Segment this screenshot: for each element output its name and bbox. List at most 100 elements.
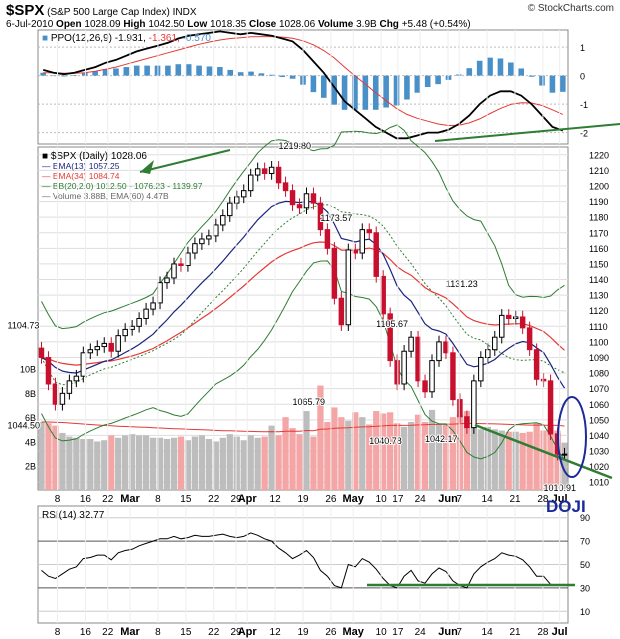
candle-body [108, 342, 114, 352]
price-trendline [474, 423, 613, 480]
candle-body [289, 190, 296, 206]
candle-body [213, 224, 219, 237]
price-tick-label: 1020 [589, 462, 609, 472]
candle-body [394, 360, 400, 385]
candle-body [164, 277, 170, 284]
open-value: 1028.09 [84, 19, 121, 30]
volume-bar [212, 441, 219, 490]
x-tick-label: 12 [270, 494, 282, 505]
candle-body [185, 252, 191, 266]
x-tick-label: Mar [120, 493, 140, 505]
x-tick-label: May [343, 626, 365, 638]
volume-bar [170, 437, 178, 490]
price-tick-label: 1050 [589, 415, 609, 425]
volume-bar [394, 423, 401, 490]
price-tick-label: 1110 [589, 322, 608, 332]
ppo-histogram-bar [560, 75, 566, 92]
ppo-histogram-bar [518, 68, 525, 76]
x-tick-label: 17 [392, 494, 404, 505]
candle-body [129, 325, 135, 330]
volume-bar [142, 435, 150, 490]
candle-body [227, 202, 233, 217]
volume-bar [52, 425, 59, 490]
price-legend-item: — EMA(13) 1057.25 [42, 161, 120, 171]
candle-body [192, 243, 198, 254]
price-annotation: 1219.80 [279, 141, 312, 151]
ppo-histogram-bar [476, 60, 483, 76]
price-annotation: 1042.17 [425, 434, 458, 444]
index-name: (S&P 500 Large Cap Index) [47, 7, 170, 18]
candle-body [512, 316, 519, 320]
price-tick-label: 1080 [589, 369, 609, 379]
candle-body [540, 378, 547, 382]
volume-bar [219, 437, 226, 490]
ppo-histogram-bar [248, 71, 254, 76]
candle-body [519, 316, 526, 329]
x-tick-label: 19 [297, 494, 309, 505]
ppo-histogram-bar [393, 75, 400, 106]
ppo-histogram-bar [175, 64, 182, 76]
candle-body [366, 229, 372, 234]
volume-bar [122, 435, 129, 490]
candle-body [526, 327, 533, 351]
x-tick-label: 15 [180, 627, 192, 638]
volume-bar [512, 431, 519, 490]
x-tick-label: 7 [456, 494, 462, 505]
price-tick-label: 1060 [589, 400, 609, 410]
volume-bar [101, 440, 108, 490]
volume-tick-label: 6B [25, 413, 36, 423]
volume-bar [547, 425, 554, 490]
price-annotation: 1044.50 [7, 420, 40, 430]
price-tick-label: 1140 [589, 275, 608, 285]
ppo-histogram-bar [341, 75, 348, 110]
x-tick-label: 22 [208, 627, 220, 638]
candle-body [499, 314, 505, 338]
ppo-legend-part: -0.570 [183, 33, 212, 44]
x-tick-label: 29 [230, 627, 242, 638]
x-tick-label: 7 [456, 627, 462, 638]
volume-tick-label: 10B [20, 365, 36, 375]
x-tick-label: 10 [376, 627, 388, 638]
x-tick-label: 12 [270, 627, 282, 638]
candle-body [150, 302, 156, 310]
volume-tick-label: 2B [25, 462, 36, 472]
volume-bar [407, 422, 415, 490]
candle-body [178, 263, 184, 266]
volume-bar [163, 439, 171, 490]
x-tick-label: Jul [552, 626, 568, 638]
candle-body [59, 392, 66, 405]
ppo-panel: 1 0 -1 -2 ■ PPO(12,26,9) -1.931, -1.361, -0.… [37, 29, 588, 145]
candle-body [415, 336, 421, 382]
volume-bar [463, 411, 471, 490]
volume-bar [94, 441, 101, 490]
volume-bar [435, 424, 443, 490]
x-tick-label: 29 [230, 494, 242, 505]
ppo-histogram-bar [227, 69, 234, 76]
candle-body [387, 313, 393, 362]
x-tick-label: 8 [155, 627, 161, 638]
volume-bar [156, 437, 164, 490]
volume-bar [380, 413, 387, 490]
candle-body [352, 249, 359, 254]
volume-bar [177, 436, 185, 490]
ppo-histogram-bar [81, 72, 88, 76]
ppo-tick-label: -2 [580, 129, 588, 139]
ppo-histogram-bar [383, 75, 389, 108]
price-legend-item: — Volume 3.88B, EMA(60) 4.47B [42, 191, 169, 201]
price-tick-label: 1010 [589, 478, 609, 488]
price-panel: 1220 1210 1200 1190 1180 1170 1160 1150 1140 1130… [6, 124, 609, 494]
volume-bar [87, 439, 94, 490]
ppo-histogram-bar [258, 73, 265, 76]
candle-body [45, 356, 52, 385]
candle-body [408, 336, 414, 352]
volume-bar [331, 407, 338, 490]
ppo-histogram-bar [289, 75, 296, 79]
volume-bar [338, 417, 345, 490]
volume-bar [261, 436, 268, 490]
price-tick-label: 1030 [589, 447, 609, 457]
ppo-histogram-bar [133, 65, 140, 76]
open-label: Open [56, 19, 82, 30]
volume-bar [477, 429, 484, 490]
candle-body [485, 349, 491, 358]
